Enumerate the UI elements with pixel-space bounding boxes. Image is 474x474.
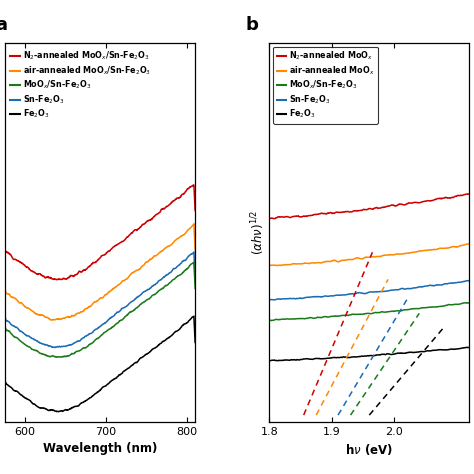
Text: a: a bbox=[0, 16, 7, 34]
Legend: N$_2$-annealed MoO$_x$, air-annealed MoO$_x$, MoO$_x$/Sn-Fe$_2$O$_3$, Sn-Fe$_2$O: N$_2$-annealed MoO$_x$, air-annealed MoO… bbox=[273, 46, 378, 124]
X-axis label: Wavelength (nm): Wavelength (nm) bbox=[43, 442, 157, 455]
X-axis label: h$\nu$ (eV): h$\nu$ (eV) bbox=[346, 442, 393, 457]
Y-axis label: $(\alpha h\nu)^{1/2}$: $(\alpha h\nu)^{1/2}$ bbox=[249, 210, 266, 255]
Text: b: b bbox=[246, 16, 258, 34]
Legend: N$_2$-annealed MoO$_x$/Sn-Fe$_2$O$_3$, air-annealed MoO$_x$/Sn-Fe$_2$O$_3$, MoO$: N$_2$-annealed MoO$_x$/Sn-Fe$_2$O$_3$, a… bbox=[7, 46, 155, 124]
